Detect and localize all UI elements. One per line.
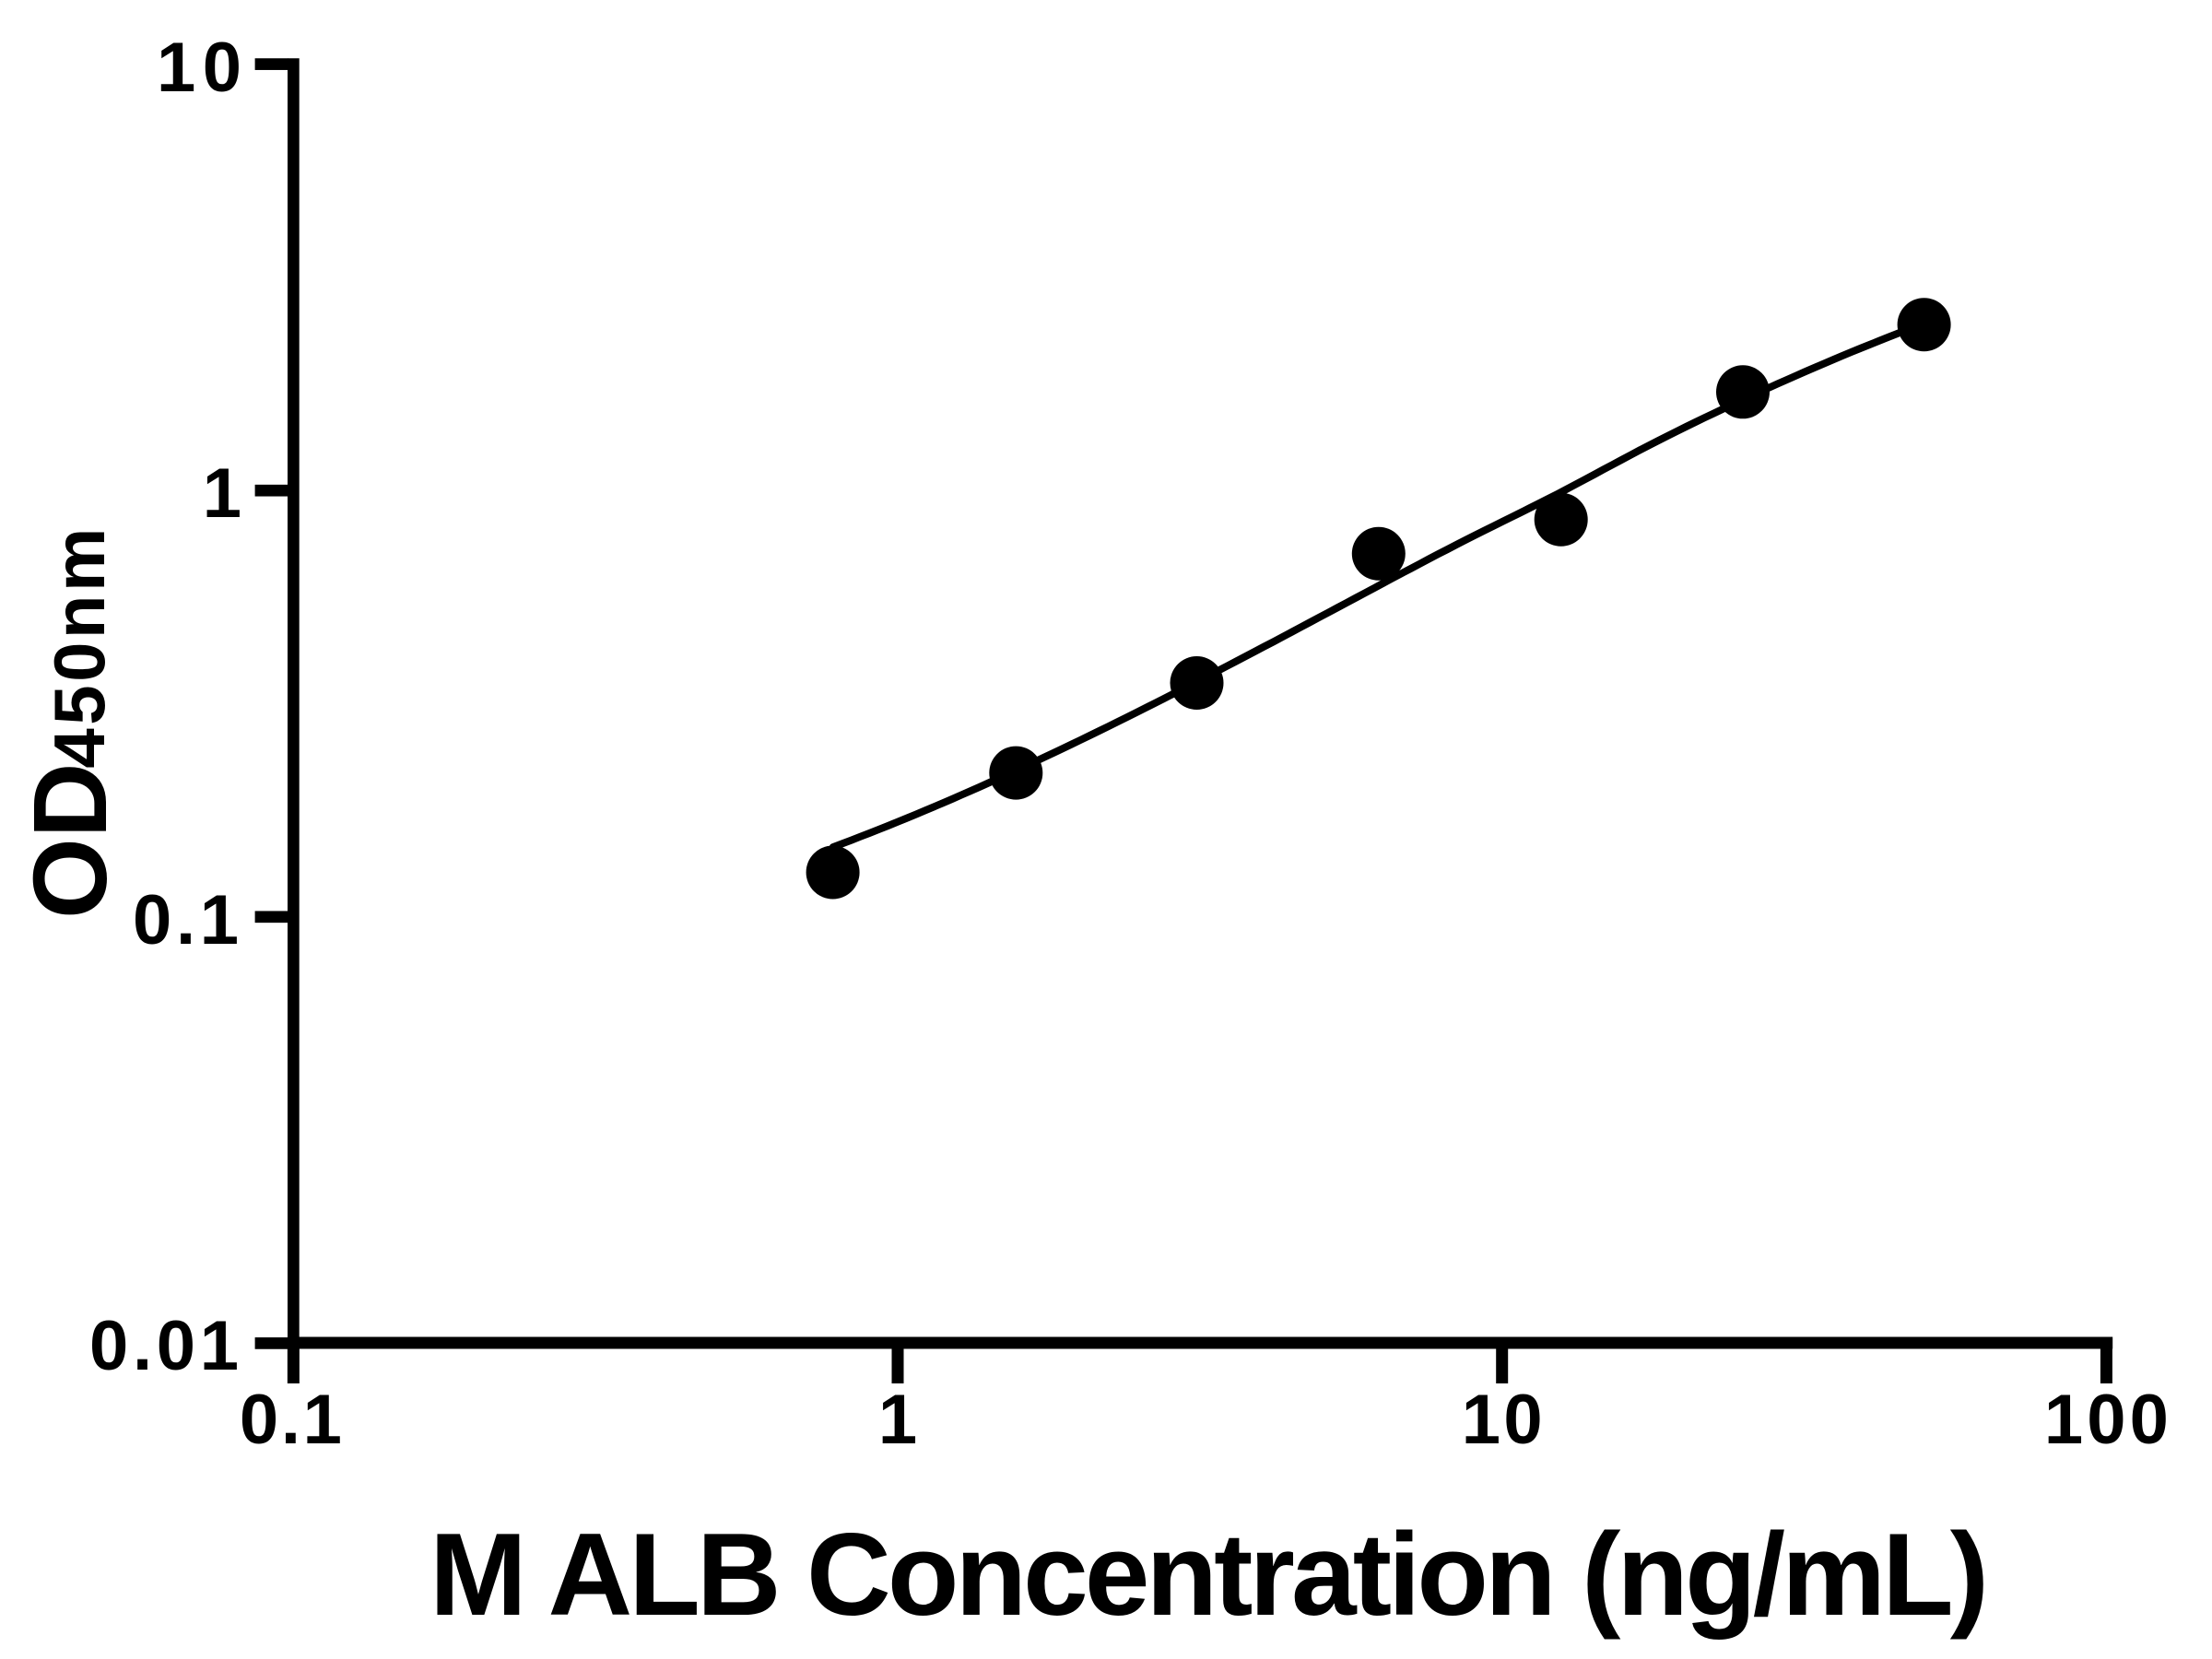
svg-text:450nm: 450nm [39, 528, 120, 769]
svg-text:1: 1 [878, 1381, 917, 1459]
svg-text:0.1: 0.1 [133, 881, 239, 959]
svg-text:OD: OD [12, 763, 128, 920]
svg-text:100: 100 [2044, 1381, 2169, 1459]
svg-text:M ALB Concentration (ng/mL): M ALB Concentration (ng/mL) [429, 1509, 1989, 1640]
svg-text:0.01: 0.01 [89, 1307, 239, 1385]
svg-text:1: 1 [203, 454, 241, 533]
svg-text:0.1: 0.1 [240, 1381, 342, 1459]
